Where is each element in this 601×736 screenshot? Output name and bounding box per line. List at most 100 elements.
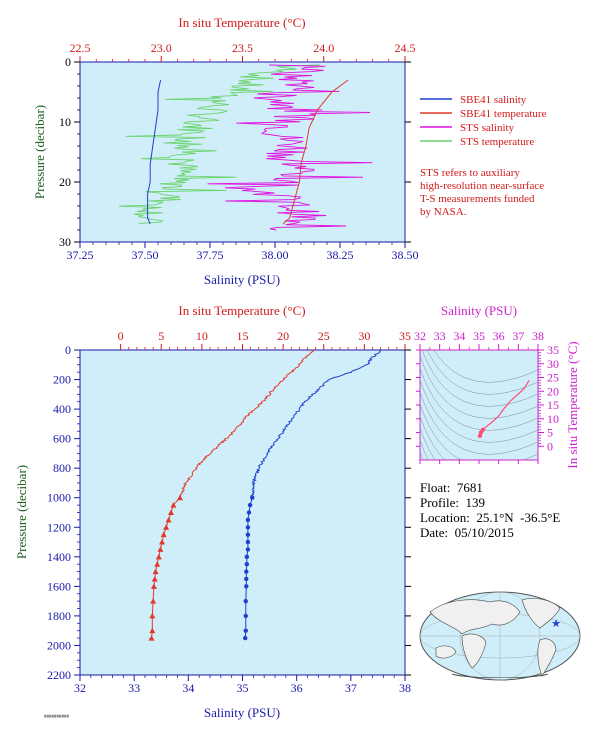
tick-label: 1000 [47, 491, 71, 505]
density-contour [420, 391, 538, 455]
temperature-point [149, 627, 156, 634]
series-sbe41-temperature [282, 79, 349, 225]
density-contour [420, 379, 538, 443]
series-sbe41-salinity [147, 79, 162, 225]
bottom-plot-area [79, 349, 406, 676]
tick-label: 10 [59, 115, 71, 129]
tick-label: 600 [53, 432, 71, 446]
tick-label: 35 [473, 329, 485, 343]
sts-note-line: by NASA. [420, 206, 467, 218]
salinity-point [245, 547, 251, 552]
salinity-point [243, 635, 248, 641]
tick-label: 34 [182, 681, 194, 695]
tick-label: 1400 [47, 550, 71, 564]
tick-label: 0 [547, 439, 553, 453]
temperature-point [154, 561, 161, 567]
top-pressure-axis-title: Pressure (decibar) [32, 105, 47, 199]
tick-label: 20 [547, 384, 559, 398]
tick-label: 5 [547, 426, 553, 440]
ts-temp-axis-title: In situ Temperature (°C) [565, 341, 580, 468]
temperature-point [148, 635, 155, 641]
tick-label: 36 [291, 681, 303, 695]
tick-label: 38 [399, 681, 411, 695]
profile-number: Profile: 139 [420, 495, 485, 510]
tick-label: 35 [547, 343, 559, 357]
salinity-point [243, 598, 248, 604]
tick-label: 20 [59, 175, 71, 189]
temperature-point [150, 583, 157, 589]
top-series-group [118, 64, 373, 231]
salinity-point [245, 525, 251, 530]
tick-label: 10 [196, 329, 208, 343]
tick-label: 23.5 [232, 41, 253, 55]
salinity-point [243, 628, 248, 633]
continent-australia [435, 645, 457, 659]
continent-north-america [521, 598, 561, 629]
ts-point [477, 433, 483, 438]
tick-label: 24.0 [313, 41, 334, 55]
salinity-point [244, 576, 249, 582]
tick-label: 1600 [47, 579, 71, 593]
ts-sal-axis-title: Salinity (PSU) [441, 303, 517, 318]
tick-label: 1200 [47, 520, 71, 534]
tick-label: 20 [277, 329, 289, 343]
sts-note-line: T-S measurements funded [420, 193, 535, 205]
bottom-sal-axis-title: Salinity (PSU) [204, 705, 280, 720]
map-continents [429, 598, 561, 679]
tick-label: 30 [358, 329, 370, 343]
tick-label: 400 [53, 402, 71, 416]
salinity-point [245, 532, 251, 537]
date: Date: 05/10/2015 [420, 525, 514, 540]
ts-series-group [477, 379, 530, 438]
density-contour [420, 355, 538, 419]
density-contour [420, 439, 429, 460]
tick-label: 32 [414, 329, 426, 343]
tick-label: 10 [547, 412, 559, 426]
tick-label: 800 [53, 461, 71, 475]
temperature-point [151, 575, 158, 582]
salinity-point [246, 510, 252, 515]
salinity-point [243, 613, 248, 619]
tick-label: 36 [493, 329, 505, 343]
tick-label: 2000 [47, 638, 71, 652]
bottom-pressure-axis-title: Pressure (decibar) [14, 465, 29, 559]
tick-label: 37.25 [67, 248, 94, 262]
legend-label-sbe41-temperature: SBE41 temperature [460, 108, 547, 120]
top-axes-group: 22.5 23.0 23.5 24.0 24.5 37.25 37.50 37.75 38.00… [59, 41, 419, 262]
ts-point [480, 427, 486, 432]
legend-label-sbe41-salinity: SBE41 salinity [460, 94, 527, 106]
top-panel: 22.5 23.0 23.5 24.0 24.5 37.25 37.50 37.75 38.00… [32, 15, 419, 287]
temperature-point [149, 612, 156, 619]
tick-label: 0 [118, 329, 124, 343]
temperature-point [163, 524, 170, 530]
series-sts-temperature [118, 64, 320, 224]
density-contour [427, 350, 538, 395]
series-temperature-upper [178, 349, 316, 498]
tick-label: 37 [345, 681, 357, 695]
salinity-point [244, 569, 249, 574]
top-sal-axis-title: Salinity (PSU) [204, 272, 280, 287]
sts-note-line: high-resolution near-surface [420, 180, 544, 192]
tick-label: 25 [547, 371, 559, 385]
temperature-point [152, 568, 159, 575]
legend-label-sts-temperature: STS temperature [460, 136, 534, 148]
bottom-axes-group: 0 5 10 15 20 25 30 35 32 33 34 35 36 37 38 0 200 400 600 80… [47, 329, 411, 695]
density-contour [433, 350, 538, 383]
tick-label: 25 [318, 329, 330, 343]
temperature-point [176, 494, 183, 501]
temperature-point [160, 531, 167, 538]
location: Location: 25.1°N -36.5°E [420, 510, 561, 525]
tick-label: 35 [399, 329, 411, 343]
tick-label: 0 [65, 343, 71, 357]
salinity-point [244, 562, 250, 567]
tick-label: 15 [237, 329, 249, 343]
tick-label: 37 [512, 329, 524, 343]
temperature-point [150, 598, 157, 604]
tick-label: 38.50 [392, 248, 419, 262]
salinity-point [245, 539, 251, 545]
float-info: Float: 7681 Profile: 139 Location: 25.1°… [420, 480, 595, 540]
legend: SBE41 salinity SBE41 temperature STS sal… [420, 94, 547, 148]
